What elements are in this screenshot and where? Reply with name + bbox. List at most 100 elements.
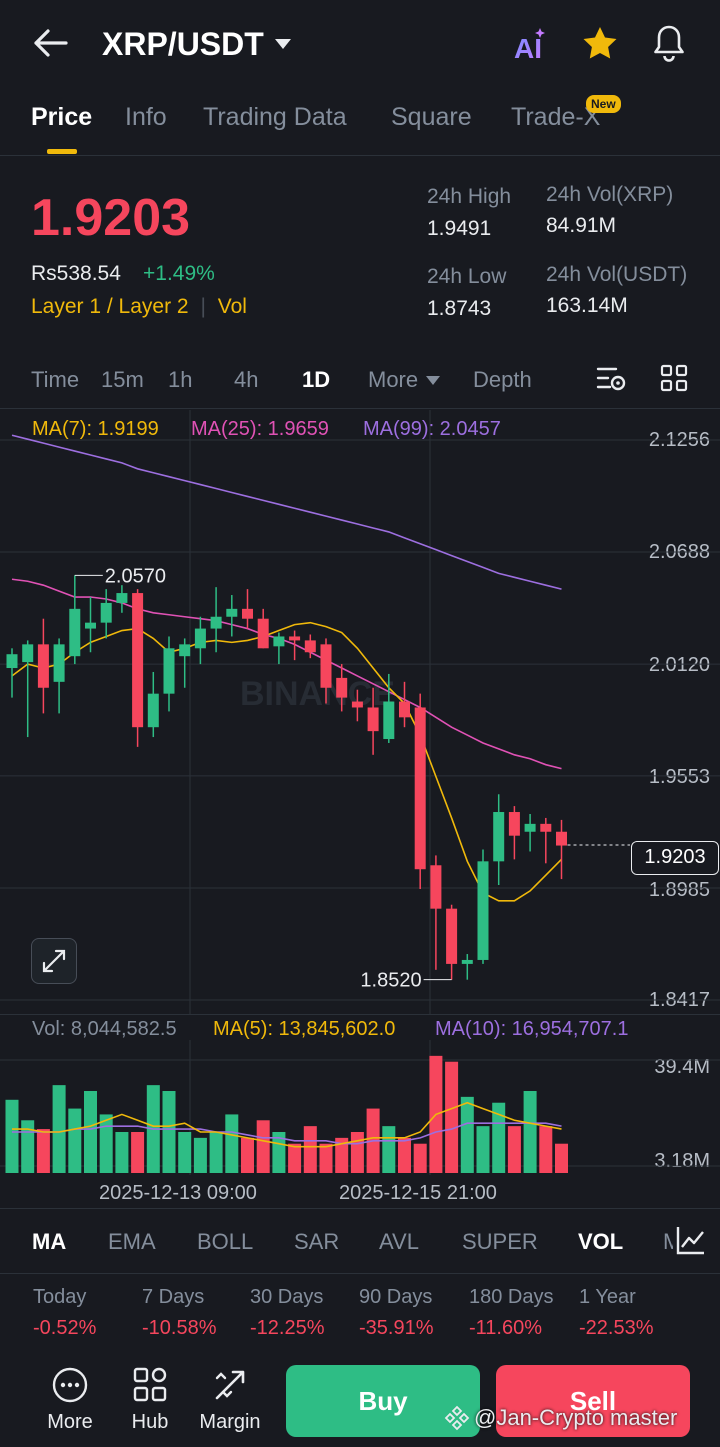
volume-bar bbox=[303, 1126, 317, 1173]
binance-logo-icon bbox=[444, 1405, 470, 1431]
caret-down-icon bbox=[426, 375, 441, 385]
hub-grid-icon bbox=[133, 1367, 167, 1402]
more-dots-icon bbox=[52, 1367, 88, 1403]
indicator-ma[interactable]: MA bbox=[32, 1229, 67, 1254]
perf-today: Today -0.52% bbox=[33, 1286, 96, 1340]
back-arrow-icon[interactable] bbox=[32, 28, 68, 58]
volume-axis-top: 39.4M bbox=[654, 1056, 710, 1078]
timeframe-1h[interactable]: 1h bbox=[168, 367, 193, 392]
bell-icon[interactable] bbox=[652, 24, 686, 62]
candle-body bbox=[116, 593, 128, 603]
candle-body bbox=[163, 648, 175, 694]
performance-row: Today -0.52% 7 Days -10.58% 30 Days -12.… bbox=[0, 1286, 720, 1346]
timeframe-time[interactable]: Time bbox=[31, 367, 80, 392]
indicator-avl[interactable]: AVL bbox=[379, 1229, 419, 1254]
candle-body bbox=[53, 644, 65, 682]
candle-body bbox=[289, 636, 301, 641]
candle-body bbox=[461, 959, 473, 964]
volume-bar bbox=[413, 1143, 427, 1173]
tab-trade-x[interactable]: Trade-X bbox=[511, 103, 601, 131]
author-watermark-text: @Jan-Crypto master bbox=[474, 1405, 678, 1430]
perf-value: -0.52% bbox=[33, 1317, 97, 1339]
indicator-settings-icon[interactable] bbox=[674, 1223, 708, 1257]
candle-body bbox=[147, 693, 159, 728]
time-axis-label: 2025-12-13 09:00 bbox=[99, 1182, 257, 1204]
perf-label: 30 Days bbox=[250, 1286, 324, 1308]
volume-bar bbox=[21, 1120, 35, 1173]
footer-margin[interactable]: Margin bbox=[195, 1366, 265, 1434]
volume-bar bbox=[225, 1114, 239, 1173]
binance-watermark: BINANCE bbox=[240, 675, 395, 713]
tag-separator: | bbox=[200, 295, 206, 318]
candle-body bbox=[556, 831, 567, 846]
ai-icon[interactable]: AI bbox=[512, 26, 552, 64]
tab-trading-data[interactable]: Trading Data bbox=[203, 103, 347, 131]
candle-body bbox=[399, 701, 410, 718]
timeframe-15m[interactable]: 15m bbox=[101, 367, 144, 392]
indicator-more[interactable]: M bbox=[663, 1229, 673, 1254]
chart-settings-icon[interactable] bbox=[596, 364, 628, 394]
candle-body bbox=[304, 640, 316, 653]
perf-label: 7 Days bbox=[142, 1286, 205, 1308]
perf-30d: 30 Days -12.25% bbox=[250, 1286, 325, 1340]
ma25-legend: MA(25): 1.9659 bbox=[191, 418, 329, 440]
indicator-ema[interactable]: EMA bbox=[108, 1229, 156, 1254]
stat-low-value: 1.8743 bbox=[427, 297, 492, 320]
stat-high-value: 1.9491 bbox=[427, 217, 492, 240]
candle-body bbox=[477, 861, 489, 960]
tab-info[interactable]: Info bbox=[125, 103, 167, 131]
indicator-super[interactable]: SUPER bbox=[462, 1229, 538, 1254]
volume-bar bbox=[68, 1108, 82, 1173]
candle-body bbox=[540, 823, 552, 832]
footer-hub[interactable]: Hub bbox=[120, 1366, 180, 1434]
stat-vol-xrp-value: 84.91M bbox=[546, 214, 617, 237]
indicator-sar[interactable]: SAR bbox=[294, 1229, 340, 1254]
volume-ma10-line bbox=[12, 1122, 562, 1145]
footer-more[interactable]: More bbox=[38, 1366, 102, 1434]
layout-grid-icon[interactable] bbox=[660, 364, 688, 392]
candle-body bbox=[100, 602, 112, 623]
volume-bar bbox=[5, 1099, 19, 1173]
vol-tag: Vol bbox=[217, 295, 247, 318]
perf-7d: 7 Days -10.58% bbox=[142, 1286, 217, 1340]
caret-down-icon bbox=[274, 39, 291, 49]
category-tag-label: Layer 1 / Layer 2 bbox=[31, 295, 189, 318]
volume-chart bbox=[0, 1040, 720, 1175]
volume-bar bbox=[319, 1143, 333, 1173]
timeframe-1d[interactable]: 1D bbox=[302, 367, 331, 392]
buy-button[interactable]: Buy bbox=[286, 1365, 480, 1437]
tab-price[interactable]: Price bbox=[31, 103, 93, 131]
timeframe-more[interactable]: More bbox=[368, 367, 441, 393]
sell-button[interactable]: Sell bbox=[496, 1365, 690, 1437]
candle-body bbox=[493, 812, 505, 862]
pair-title: XRP/USDT bbox=[102, 25, 264, 62]
indicator-boll[interactable]: BOLL bbox=[197, 1229, 254, 1254]
volume-legend: Vol: 8,044,582.5 bbox=[32, 1018, 177, 1040]
timeframe-4h[interactable]: 4h bbox=[234, 367, 259, 392]
category-tags[interactable]: Layer 1 / Layer 2 | Vol bbox=[31, 295, 247, 319]
ma7-line bbox=[11, 621, 563, 902]
volume-bar bbox=[492, 1102, 506, 1173]
candle-body bbox=[273, 636, 285, 647]
tab-square[interactable]: Square bbox=[391, 103, 472, 131]
indicator-vol[interactable]: VOL bbox=[578, 1229, 624, 1254]
price-change: +1.49% bbox=[143, 262, 215, 285]
perf-value: -10.58% bbox=[142, 1317, 217, 1339]
candle-body bbox=[336, 677, 348, 698]
ma99-line bbox=[11, 434, 562, 590]
fullscreen-expand-icon[interactable] bbox=[31, 938, 77, 984]
footer-more-label: More bbox=[47, 1411, 93, 1433]
pair-selector[interactable]: XRP/USDT bbox=[102, 24, 292, 64]
perf-label: 1 Year bbox=[579, 1286, 636, 1308]
depth-tab[interactable]: Depth bbox=[473, 367, 532, 392]
price-axis-label: 1.9553 bbox=[648, 766, 710, 788]
volume-bar bbox=[241, 1137, 254, 1173]
candle-body bbox=[414, 707, 426, 870]
stat-high-label: 24h High bbox=[427, 185, 512, 208]
volume-bar bbox=[99, 1114, 113, 1173]
volume-bar bbox=[115, 1132, 129, 1173]
favorite-star-icon[interactable] bbox=[582, 26, 618, 60]
candle-body bbox=[6, 654, 18, 669]
candlestick-chart[interactable]: BINANCE 2.0570 1.8520 bbox=[0, 410, 720, 1015]
candle-body bbox=[242, 608, 253, 619]
